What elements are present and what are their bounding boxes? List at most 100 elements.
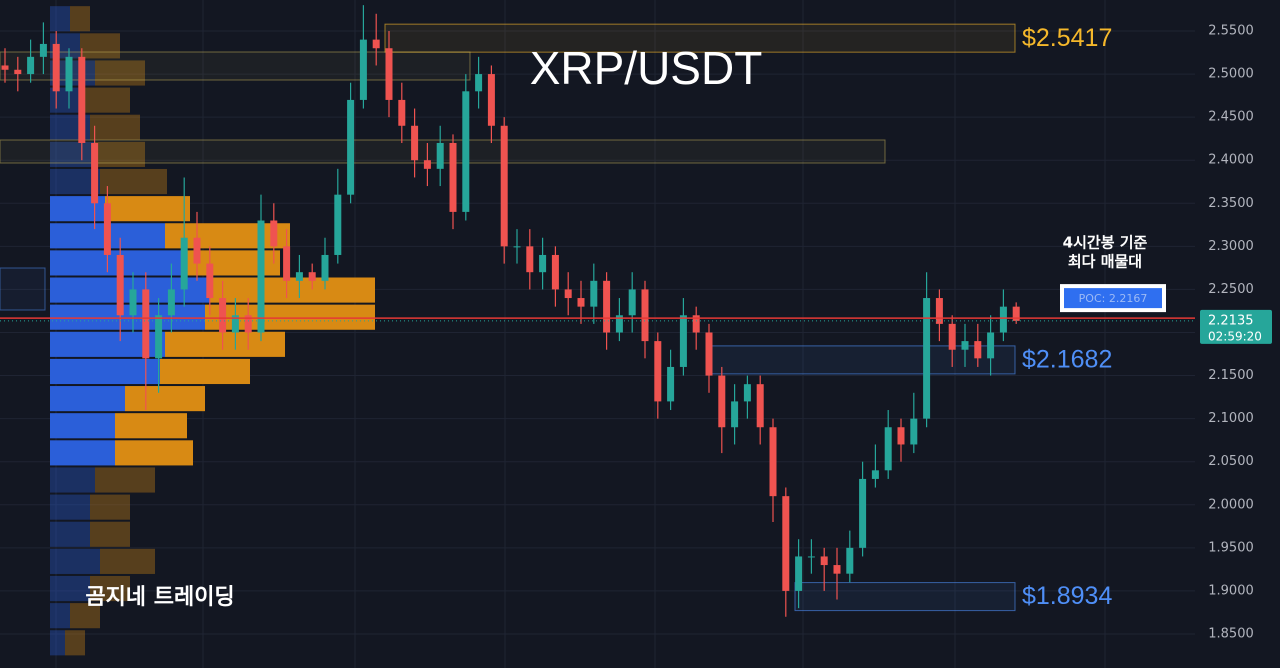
profile-up	[50, 603, 70, 629]
candle-body	[974, 341, 982, 359]
profile-down	[100, 548, 155, 574]
profile-up	[50, 304, 205, 330]
profile-up	[50, 521, 90, 547]
candle-body	[833, 565, 841, 574]
candle-body	[283, 246, 291, 281]
candle-body	[910, 418, 918, 445]
candle-body	[372, 39, 380, 49]
profile-down	[80, 33, 120, 59]
candle-body	[769, 427, 777, 497]
candle-body	[679, 315, 687, 367]
candle-body	[1012, 306, 1020, 321]
candle-body	[564, 289, 572, 299]
y-tick-label: 2.3500	[1208, 196, 1254, 211]
y-tick-label: 1.9000	[1208, 583, 1254, 598]
candle-body	[948, 323, 956, 350]
candle-body	[935, 298, 943, 324]
candle-body	[846, 547, 854, 574]
candle-body	[193, 237, 201, 264]
level-zone	[794, 582, 1016, 612]
watermark: 곰지네 트레이딩	[85, 585, 234, 610]
candle-body	[628, 289, 636, 316]
profile-up	[50, 575, 90, 602]
candle-body	[551, 254, 559, 290]
candle-body	[65, 56, 73, 92]
profile-down	[90, 575, 130, 602]
profile-down	[115, 440, 193, 466]
profile-up	[50, 413, 115, 439]
candle-body	[295, 272, 303, 281]
y-tick-label: 2.4000	[1208, 153, 1254, 168]
y-tick-label: 1.9500	[1208, 540, 1254, 555]
candle-body	[129, 289, 137, 316]
y-tick-label: 2.1500	[1208, 368, 1254, 383]
level-label: $2.1682	[1022, 345, 1112, 373]
poc-box	[1064, 288, 1162, 309]
candle-body	[116, 254, 124, 316]
y-tick-label: 2.5000	[1208, 67, 1254, 82]
candle-body	[782, 496, 790, 591]
candle-body	[270, 220, 278, 247]
profile-down	[90, 521, 130, 547]
candle-body	[449, 142, 457, 212]
candle-body	[206, 263, 214, 299]
candle-body	[743, 384, 751, 402]
candle-body	[705, 332, 713, 376]
candle-body	[398, 99, 406, 126]
profile-up	[50, 630, 65, 656]
level-zone	[384, 23, 1016, 53]
candle-body	[987, 332, 995, 359]
y-tick-label: 2.2500	[1208, 282, 1254, 297]
candle-body	[231, 315, 239, 333]
candle-body	[347, 99, 355, 195]
candle-body	[667, 366, 675, 402]
profile-up	[50, 440, 115, 466]
y-tick-label: 2.5500	[1208, 24, 1254, 39]
level-label: $2.5417	[1022, 24, 1112, 52]
profile-up	[50, 467, 95, 493]
profile-down	[85, 87, 130, 113]
profile-down	[90, 114, 140, 140]
candle-body	[692, 315, 700, 333]
profile-down	[165, 331, 285, 357]
candle-body	[244, 315, 252, 333]
profile-down	[90, 494, 130, 520]
candle-body	[78, 56, 86, 143]
candle-body	[897, 427, 905, 445]
candle-body	[411, 125, 419, 161]
profile-down	[95, 467, 155, 493]
candle-body	[167, 289, 175, 316]
candle-body	[52, 43, 60, 92]
candle-body	[334, 194, 342, 255]
candle-body	[795, 556, 803, 591]
profile-up	[50, 386, 125, 412]
profile-down	[205, 304, 375, 330]
profile-up	[50, 494, 90, 520]
y-tick-label: 2.3000	[1208, 239, 1254, 254]
profile-down	[105, 196, 190, 222]
candle-body	[718, 375, 726, 428]
profile-down	[70, 603, 100, 629]
candle-body	[526, 246, 534, 273]
candle-body	[14, 69, 22, 75]
candle-body	[590, 280, 598, 307]
profile-up	[50, 6, 70, 32]
candle-body	[859, 478, 867, 548]
candle-body	[321, 254, 329, 281]
candle-body	[820, 556, 828, 566]
y-tick-label: 1.8500	[1208, 626, 1254, 641]
candle-body	[539, 254, 547, 273]
poc-label: POC: 2.2167	[1079, 292, 1148, 305]
candle-body	[436, 142, 444, 169]
candle-body	[359, 39, 367, 100]
candle-body	[91, 142, 99, 204]
last-price: 2.2135	[1208, 313, 1254, 328]
level-label: $1.8934	[1022, 582, 1112, 610]
candle-body	[884, 427, 892, 471]
candle-body	[39, 43, 47, 57]
poc-caption: 최다 매물대	[1068, 253, 1142, 271]
profile-up	[50, 358, 160, 385]
candle-body	[27, 56, 35, 75]
candle-body	[807, 556, 815, 558]
candle-body	[180, 237, 188, 290]
